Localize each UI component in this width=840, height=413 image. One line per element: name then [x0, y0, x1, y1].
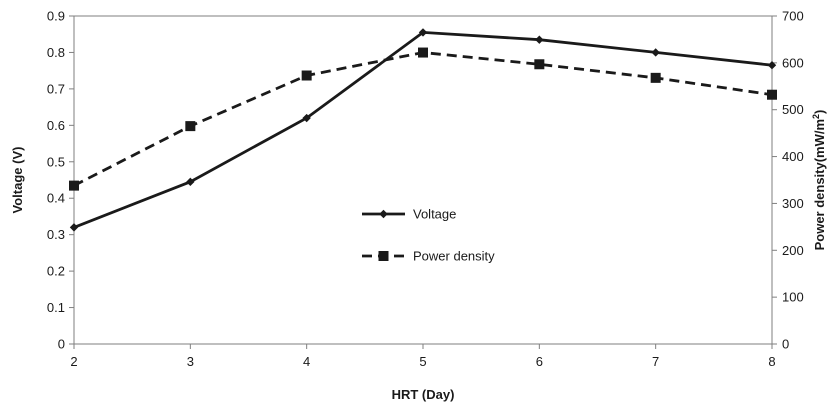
y2-tick-label: 100: [782, 290, 804, 305]
y-tick-label: 0.2: [47, 264, 65, 279]
legend: Voltage Power density: [362, 207, 495, 264]
y-tick-label: 0: [58, 337, 65, 352]
y2-axis-title-main: Power density(mW/m: [812, 119, 827, 250]
y2-tick-label: 300: [782, 196, 804, 211]
x-tick-label: 4: [303, 354, 310, 369]
axes: [73, 15, 773, 345]
y-tick-label: 0.8: [47, 45, 65, 60]
x-tick-label: 3: [187, 354, 194, 369]
series-power-density: [69, 47, 777, 191]
y2-tick-label: 200: [782, 243, 804, 258]
data-point-diamond: [418, 28, 428, 37]
y-tick-label: 0.4: [47, 191, 65, 206]
data-point-square: [185, 121, 196, 132]
data-point-square: [534, 59, 545, 70]
y2-tick-label: 600: [782, 55, 804, 70]
y-tick-label: 0.9: [47, 9, 65, 24]
series-line: [73, 51, 773, 187]
plot-area-border: [73, 15, 773, 345]
y-tick-label: 0.5: [47, 154, 65, 169]
x-axis-title: HRT (Day): [392, 387, 455, 402]
legend-label: Voltage: [413, 207, 456, 222]
x-axis-ticks: 2 3 4 5 6 7 8: [70, 344, 776, 369]
left-axis-ticks: 0 0.1 0.2 0.3 0.4 0.5 0.6 0.7 0.8 0.9: [47, 9, 74, 352]
data-point-diamond: [69, 223, 79, 232]
data-point-diamond: [651, 48, 660, 57]
legend-marker-square: [378, 251, 389, 261]
data-point-square: [69, 180, 79, 191]
data-point-square: [767, 89, 777, 100]
data-point-square: [650, 72, 661, 83]
series-layer: [69, 28, 777, 232]
y2-tick-label: 400: [782, 149, 804, 164]
series-voltage: [69, 28, 777, 232]
legend-item-power-density: Power density: [362, 249, 495, 264]
data-point-diamond: [302, 113, 311, 123]
y2-axis-title: Power density(mW/m2): [811, 110, 827, 251]
data-point-diamond: [535, 35, 544, 44]
y-tick-label: 0.1: [47, 300, 65, 315]
y-tick-label: 0.3: [47, 227, 65, 242]
legend-label: Power density: [413, 249, 495, 264]
x-tick-label: 7: [652, 354, 659, 369]
data-point-square: [418, 47, 428, 58]
legend-item-voltage: Voltage: [362, 207, 456, 222]
data-point-square: [301, 70, 312, 81]
legend-marker-diamond: [379, 209, 388, 219]
x-tick-label: 5: [419, 354, 426, 369]
y2-tick-label: 500: [782, 102, 804, 117]
y2-axis-title-superscript: 2: [811, 114, 821, 119]
data-point-diamond: [186, 177, 195, 187]
y2-tick-label: 0: [782, 337, 789, 352]
x-tick-label: 6: [536, 354, 543, 369]
data-point-diamond: [767, 61, 777, 70]
y-tick-label: 0.7: [47, 81, 65, 96]
y2-tick-label: 700: [782, 9, 804, 24]
x-tick-label: 2: [70, 354, 77, 369]
y2-axis-title-end: ): [812, 110, 827, 114]
y-axis-title: Voltage (V): [10, 147, 25, 214]
right-axis-ticks: 0 100 200 300 400 500 600 700: [772, 9, 804, 352]
y-tick-label: 0.6: [47, 118, 65, 133]
x-tick-label: 8: [768, 354, 775, 369]
series-line: [73, 30, 773, 229]
